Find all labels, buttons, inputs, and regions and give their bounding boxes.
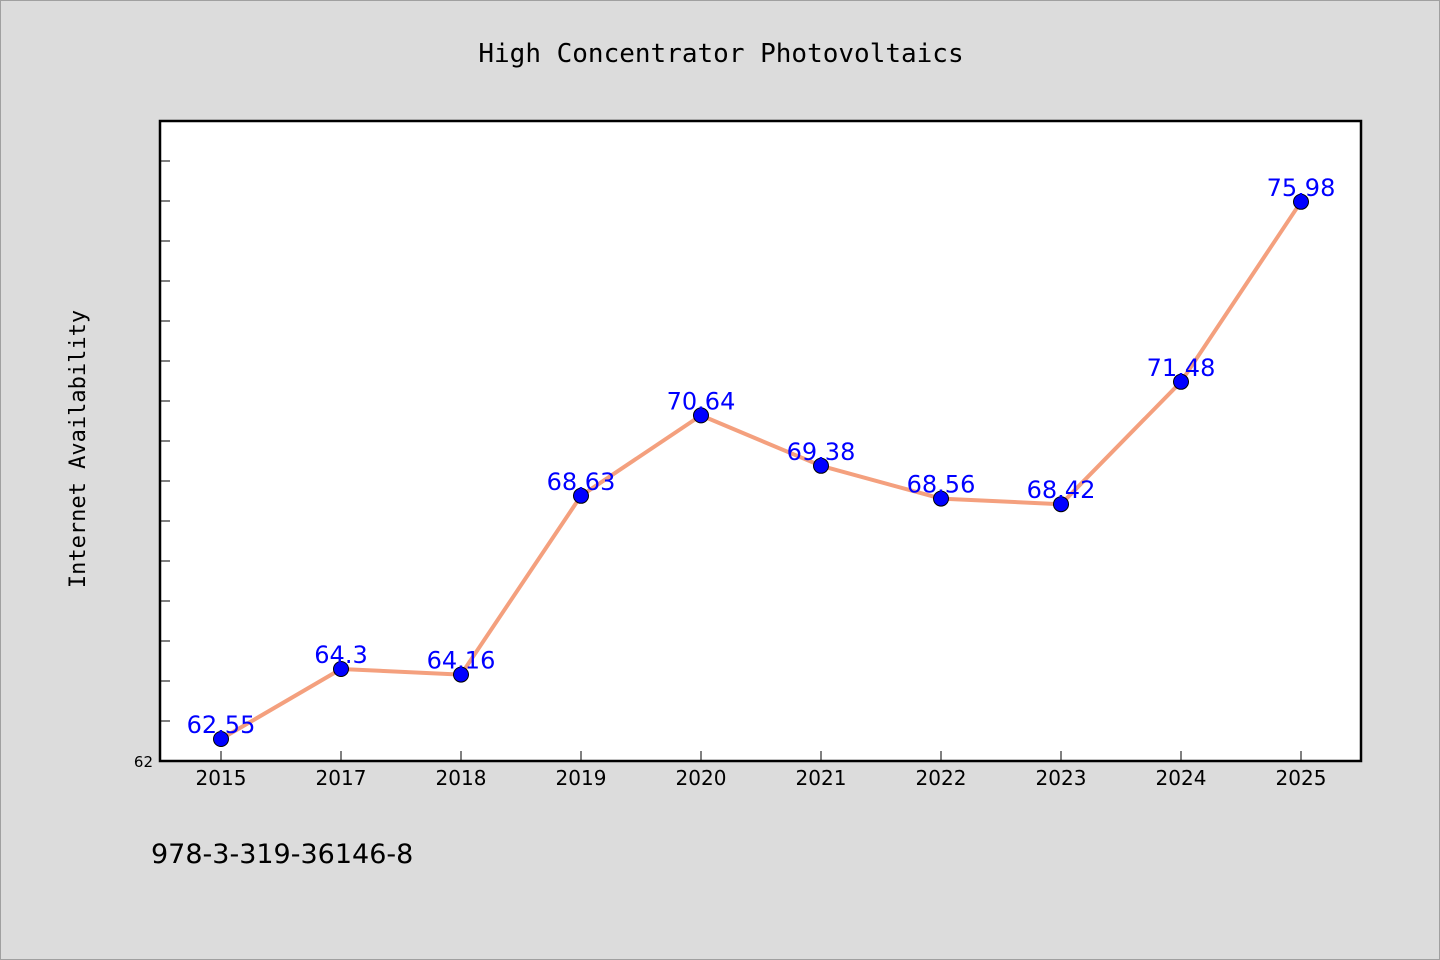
x-tick-label: 2024 [1156, 766, 1207, 790]
x-tick-label: 2022 [916, 766, 967, 790]
x-tick-label: 2017 [316, 766, 367, 790]
data-label: 70.64 [667, 387, 736, 415]
data-label: 62.55 [187, 711, 256, 739]
data-point [813, 457, 829, 474]
data-label: 64.16 [427, 647, 496, 675]
data-label: 68.63 [547, 468, 616, 496]
x-axis-ticks: 2015 2017 2018 2019 2020 2021 2022 2023 2024 2025 [196, 751, 1327, 790]
data-point [933, 490, 949, 507]
series-markers [213, 193, 1309, 747]
y-axis-label: Internet Availability [66, 310, 91, 588]
data-label: 68.56 [907, 471, 976, 499]
data-point [573, 487, 589, 504]
series-line [219, 199, 1303, 741]
data-point [1293, 193, 1309, 210]
data-point [1053, 496, 1069, 513]
data-label: 71.48 [1147, 354, 1216, 382]
chart-title: High Concentrator Photovoltaics [478, 39, 963, 69]
x-tick-label: 2019 [556, 766, 607, 790]
x-tick-label: 2015 [196, 766, 247, 790]
data-point [1173, 373, 1189, 390]
y-tick-label: 62 [134, 753, 153, 771]
footnote-isbn: 978-3-319-36146-8 [151, 839, 413, 870]
x-tick-label: 2020 [676, 766, 727, 790]
data-point [333, 661, 349, 677]
data-label: 68.42 [1027, 476, 1096, 504]
x-tick-label: 2025 [1276, 766, 1327, 790]
x-tick-label: 2023 [1036, 766, 1087, 790]
data-label: 64.3 [314, 641, 367, 669]
data-point [693, 407, 709, 424]
data-label: 75.98 [1267, 174, 1336, 202]
data-labels: 62.55 64.3 64.16 68.63 70.64 69.38 68.56 68.42 7… [187, 174, 1336, 739]
y-axis-ticks: 62 [134, 160, 170, 771]
data-label: 69.38 [787, 438, 856, 466]
data-point [453, 666, 469, 683]
x-tick-label: 2021 [796, 766, 847, 790]
x-tick-label: 2018 [436, 766, 487, 790]
data-point [213, 731, 229, 747]
